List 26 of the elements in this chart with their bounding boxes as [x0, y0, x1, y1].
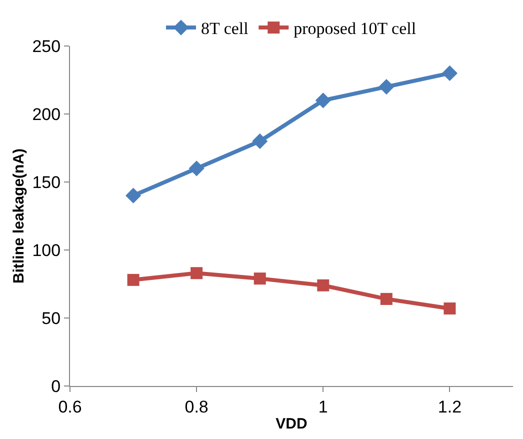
- x-tick-label: 0.8: [184, 397, 208, 416]
- y-tick-label: 150: [32, 172, 61, 192]
- y-tick-label: 0: [51, 376, 61, 396]
- point: [252, 133, 268, 149]
- point: [254, 272, 266, 285]
- point: [188, 160, 204, 176]
- point: [125, 188, 142, 204]
- y-tick-label: 100: [32, 240, 61, 260]
- y-tick-label: 200: [32, 104, 61, 124]
- point: [378, 79, 394, 95]
- point: [190, 267, 203, 280]
- y-tick-label: 50: [42, 308, 61, 328]
- x-tick-label: 0.6: [58, 397, 82, 416]
- x-tick-label: 1: [318, 397, 328, 416]
- y-axis-title: Bitline leakage(nA): [10, 148, 28, 284]
- legend-label: 8T cell: [201, 19, 249, 38]
- point: [317, 279, 330, 292]
- y-tick-label: 250: [32, 36, 61, 56]
- point: [442, 65, 458, 81]
- x-tick-label: 1.2: [438, 397, 462, 416]
- point: [444, 302, 456, 314]
- point: [315, 92, 331, 108]
- x-axis-title: VDD: [276, 415, 308, 432]
- point: [380, 292, 392, 305]
- legend-label: proposed 10T cell: [294, 19, 416, 38]
- point: [127, 274, 140, 286]
